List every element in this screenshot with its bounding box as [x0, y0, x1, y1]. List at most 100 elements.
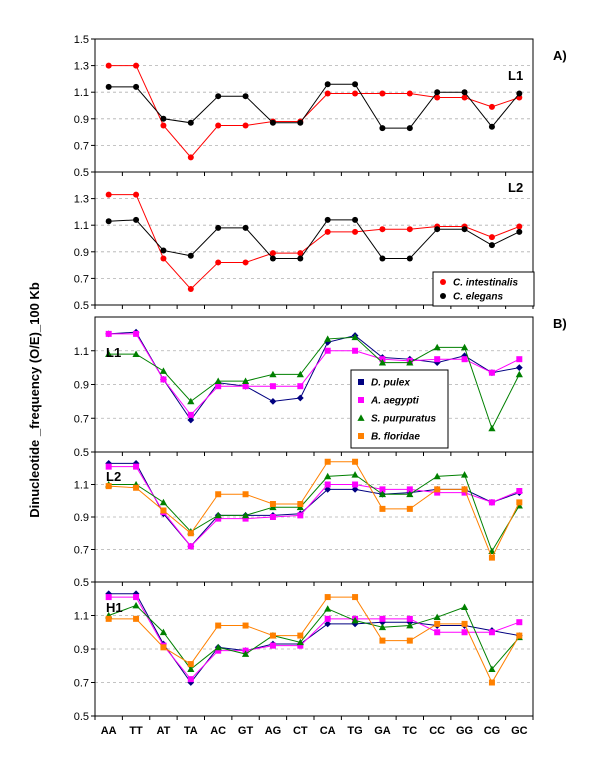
- data-point: [160, 376, 167, 383]
- legend-marker: [357, 414, 365, 421]
- panel-label: H1: [106, 600, 123, 615]
- data-point: [269, 383, 276, 390]
- series-d-pulex: [105, 459, 523, 550]
- data-point: [133, 330, 140, 337]
- data-point: [488, 123, 495, 130]
- data-point: [406, 621, 414, 629]
- data-point: [297, 250, 304, 257]
- data-point: [406, 255, 413, 262]
- x-tick-label: TG: [347, 725, 362, 737]
- data-point: [215, 515, 222, 522]
- x-tick-label: AC: [210, 725, 226, 737]
- data-point: [461, 226, 468, 233]
- data-point: [105, 463, 112, 470]
- data-point: [406, 490, 414, 498]
- data-point: [434, 356, 441, 363]
- data-point: [324, 335, 332, 342]
- data-point: [297, 501, 304, 507]
- data-point: [297, 119, 304, 126]
- data-point: [187, 665, 195, 672]
- legend-marker: [358, 379, 364, 385]
- data-point: [324, 605, 332, 612]
- data-point: [433, 613, 441, 621]
- data-point: [160, 507, 167, 514]
- data-point: [434, 489, 441, 496]
- data-point: [406, 90, 413, 97]
- y-tick-label: 0.5: [74, 577, 89, 589]
- data-point: [242, 122, 249, 129]
- y-tick-label: 0.7: [74, 413, 89, 425]
- data-point: [132, 459, 140, 467]
- series-line: [108, 593, 520, 684]
- data-point: [133, 62, 140, 69]
- data-point: [297, 632, 304, 639]
- y-tick-label: 1.3: [74, 194, 89, 206]
- legend-marker: [358, 397, 364, 403]
- data-point: [242, 259, 249, 266]
- data-point: [488, 679, 495, 686]
- data-point: [159, 628, 168, 636]
- legend-entry: C. elegans: [453, 292, 503, 303]
- data-point: [406, 637, 413, 644]
- x-tick-label: AG: [265, 725, 282, 737]
- data-point: [433, 343, 441, 351]
- data-point: [378, 358, 387, 366]
- legend-marker: [358, 433, 364, 439]
- data-point: [351, 471, 359, 478]
- legend: D. pulex A. aegypti S. purpuratus B. florid…: [350, 369, 449, 449]
- data-point: [269, 119, 276, 126]
- y-tick-label: 0.9: [74, 512, 89, 524]
- panel-label: L2: [508, 180, 523, 195]
- data-point: [406, 226, 413, 233]
- legend-box: [350, 369, 449, 449]
- data-point: [406, 505, 413, 512]
- data-point: [378, 623, 387, 631]
- data-point: [351, 620, 359, 628]
- data-point: [516, 223, 523, 230]
- data-point: [133, 594, 140, 601]
- y-tick-label: 1.5: [74, 34, 89, 46]
- data-point: [242, 93, 249, 100]
- data-point: [187, 119, 194, 126]
- series-a-aegypti: [105, 330, 523, 418]
- legend-entry: A. aegypti: [370, 396, 419, 407]
- data-point: [159, 498, 168, 506]
- data-point: [269, 370, 277, 378]
- y-tick-label: 0.5: [74, 300, 89, 312]
- data-point: [324, 620, 332, 628]
- data-point: [516, 228, 523, 235]
- y-tick-label: 0.7: [74, 678, 89, 690]
- data-point: [324, 90, 331, 97]
- data-point: [488, 424, 496, 432]
- x-tick-label: CC: [429, 725, 445, 737]
- data-point: [214, 643, 222, 651]
- data-point: [241, 377, 250, 385]
- series-line: [108, 331, 520, 421]
- data-point: [297, 383, 304, 390]
- data-point: [215, 93, 222, 100]
- data-point: [105, 218, 112, 225]
- data-point: [461, 489, 468, 496]
- data-point: [379, 226, 386, 233]
- data-point: [379, 486, 386, 493]
- data-point: [324, 347, 331, 354]
- x-tick-label: TT: [129, 725, 143, 737]
- data-point: [269, 501, 276, 507]
- series-line: [108, 462, 520, 548]
- data-point: [187, 676, 194, 683]
- x-tick-label: CG: [484, 725, 501, 737]
- data-point: [133, 216, 140, 223]
- data-point: [187, 286, 194, 293]
- y-tick-label: 1.1: [74, 87, 89, 99]
- data-point: [105, 483, 112, 490]
- legend: C. intestinalis C. elegans: [432, 271, 535, 307]
- data-point: [105, 350, 113, 358]
- data-point: [296, 370, 304, 378]
- data-point: [132, 601, 140, 609]
- data-point: [461, 356, 468, 363]
- data-point: [379, 125, 386, 132]
- data-point: [187, 154, 194, 161]
- data-point: [460, 471, 469, 478]
- legend-marker: [440, 279, 446, 285]
- panel-label: L1: [508, 68, 523, 83]
